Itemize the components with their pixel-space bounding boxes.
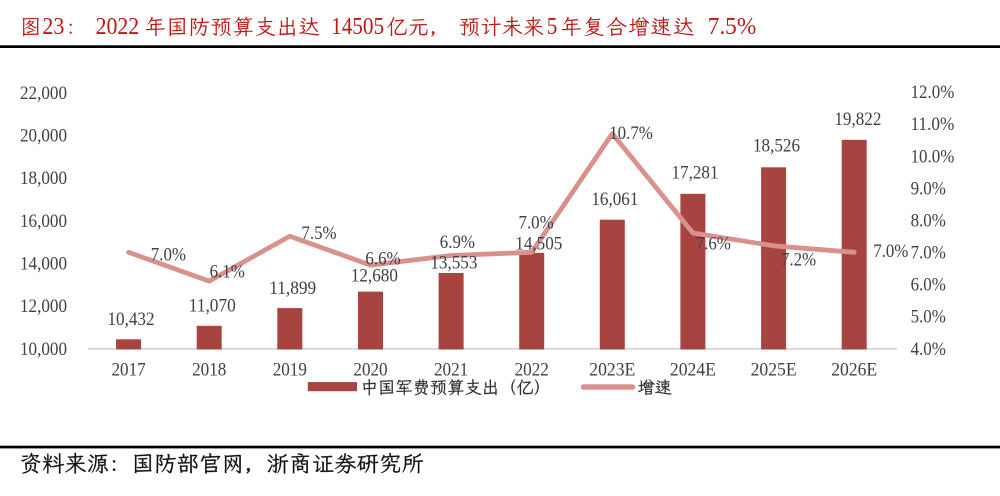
svg-text:14505: 14505 [331,14,384,40]
svg-text:11,899: 11,899 [269,278,316,299]
svg-text:14,505: 14,505 [515,233,562,254]
svg-text:22,000: 22,000 [20,83,67,104]
svg-text:12.0%: 12.0% [911,82,955,103]
svg-text:2022: 2022 [96,14,140,40]
svg-text:2019: 2019 [273,359,307,380]
svg-text:16,000: 16,000 [20,211,67,232]
svg-text:23: 23 [42,14,64,40]
svg-text:13,553: 13,553 [430,253,477,274]
svg-text:7.5%: 7.5% [708,14,757,40]
svg-text:2024E: 2024E [670,359,716,380]
svg-text:10,000: 10,000 [20,339,67,360]
svg-text:6.0%: 6.0% [911,275,946,296]
svg-text:7.2%: 7.2% [781,249,816,270]
svg-text:12,000: 12,000 [20,296,67,317]
svg-text:16,061: 16,061 [591,189,638,210]
svg-text:11.0%: 11.0% [911,114,955,135]
svg-text:12,680: 12,680 [351,265,398,286]
svg-text:7.0%: 7.0% [519,213,554,234]
svg-text:10.7%: 10.7% [609,123,653,144]
svg-text:4.0%: 4.0% [911,339,946,360]
svg-text:2021: 2021 [434,359,468,380]
svg-text:2026E: 2026E [831,359,877,380]
svg-text:18,526: 18,526 [753,135,800,156]
svg-text:2020: 2020 [353,359,387,380]
svg-text:7.5%: 7.5% [301,223,336,244]
svg-text:7.0%: 7.0% [151,244,186,265]
svg-text:7.0%: 7.0% [911,243,946,264]
svg-text:6.6%: 6.6% [365,249,400,270]
svg-text:6.9%: 6.9% [440,232,475,253]
svg-text:2025E: 2025E [751,359,797,380]
svg-text:8.0%: 8.0% [911,211,946,232]
svg-text:11,070: 11,070 [189,295,236,316]
svg-text:7.0%: 7.0% [873,241,908,262]
svg-text:7.6%: 7.6% [696,234,731,255]
svg-text:5.0%: 5.0% [911,307,946,328]
svg-text:6.1%: 6.1% [210,262,245,283]
svg-text:9.0%: 9.0% [911,178,946,199]
svg-text:10,432: 10,432 [108,309,155,330]
svg-text:17,281: 17,281 [672,162,719,183]
svg-text:2018: 2018 [192,359,226,380]
svg-text:2017: 2017 [112,359,147,380]
svg-text:14,000: 14,000 [20,254,67,275]
svg-text:19,822: 19,822 [834,109,881,130]
svg-text:2023E: 2023E [589,359,635,380]
svg-text:2022: 2022 [515,359,549,380]
svg-text:10.0%: 10.0% [911,146,955,167]
svg-text:5: 5 [547,14,558,40]
svg-text:20,000: 20,000 [20,126,67,147]
svg-text:18,000: 18,000 [20,168,67,189]
